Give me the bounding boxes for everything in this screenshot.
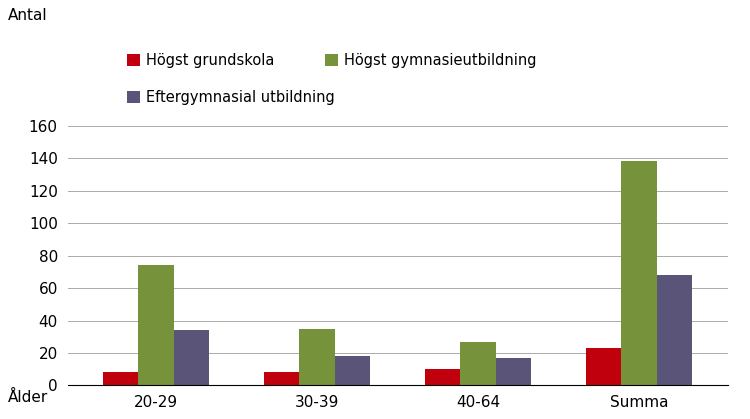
Bar bbox=[586, 348, 621, 385]
Bar bbox=[138, 265, 174, 385]
Bar bbox=[424, 369, 460, 385]
Legend: Eftergymnasial utbildning: Eftergymnasial utbildning bbox=[121, 84, 340, 111]
Bar bbox=[334, 356, 370, 385]
Text: Antal: Antal bbox=[8, 8, 47, 23]
Bar bbox=[460, 341, 496, 385]
Bar bbox=[174, 330, 209, 385]
Bar bbox=[299, 328, 334, 385]
Bar bbox=[103, 372, 138, 385]
Bar bbox=[496, 358, 531, 385]
Bar bbox=[621, 161, 657, 385]
Text: Ålder: Ålder bbox=[8, 390, 48, 405]
Bar bbox=[657, 275, 692, 385]
Bar bbox=[264, 372, 299, 385]
